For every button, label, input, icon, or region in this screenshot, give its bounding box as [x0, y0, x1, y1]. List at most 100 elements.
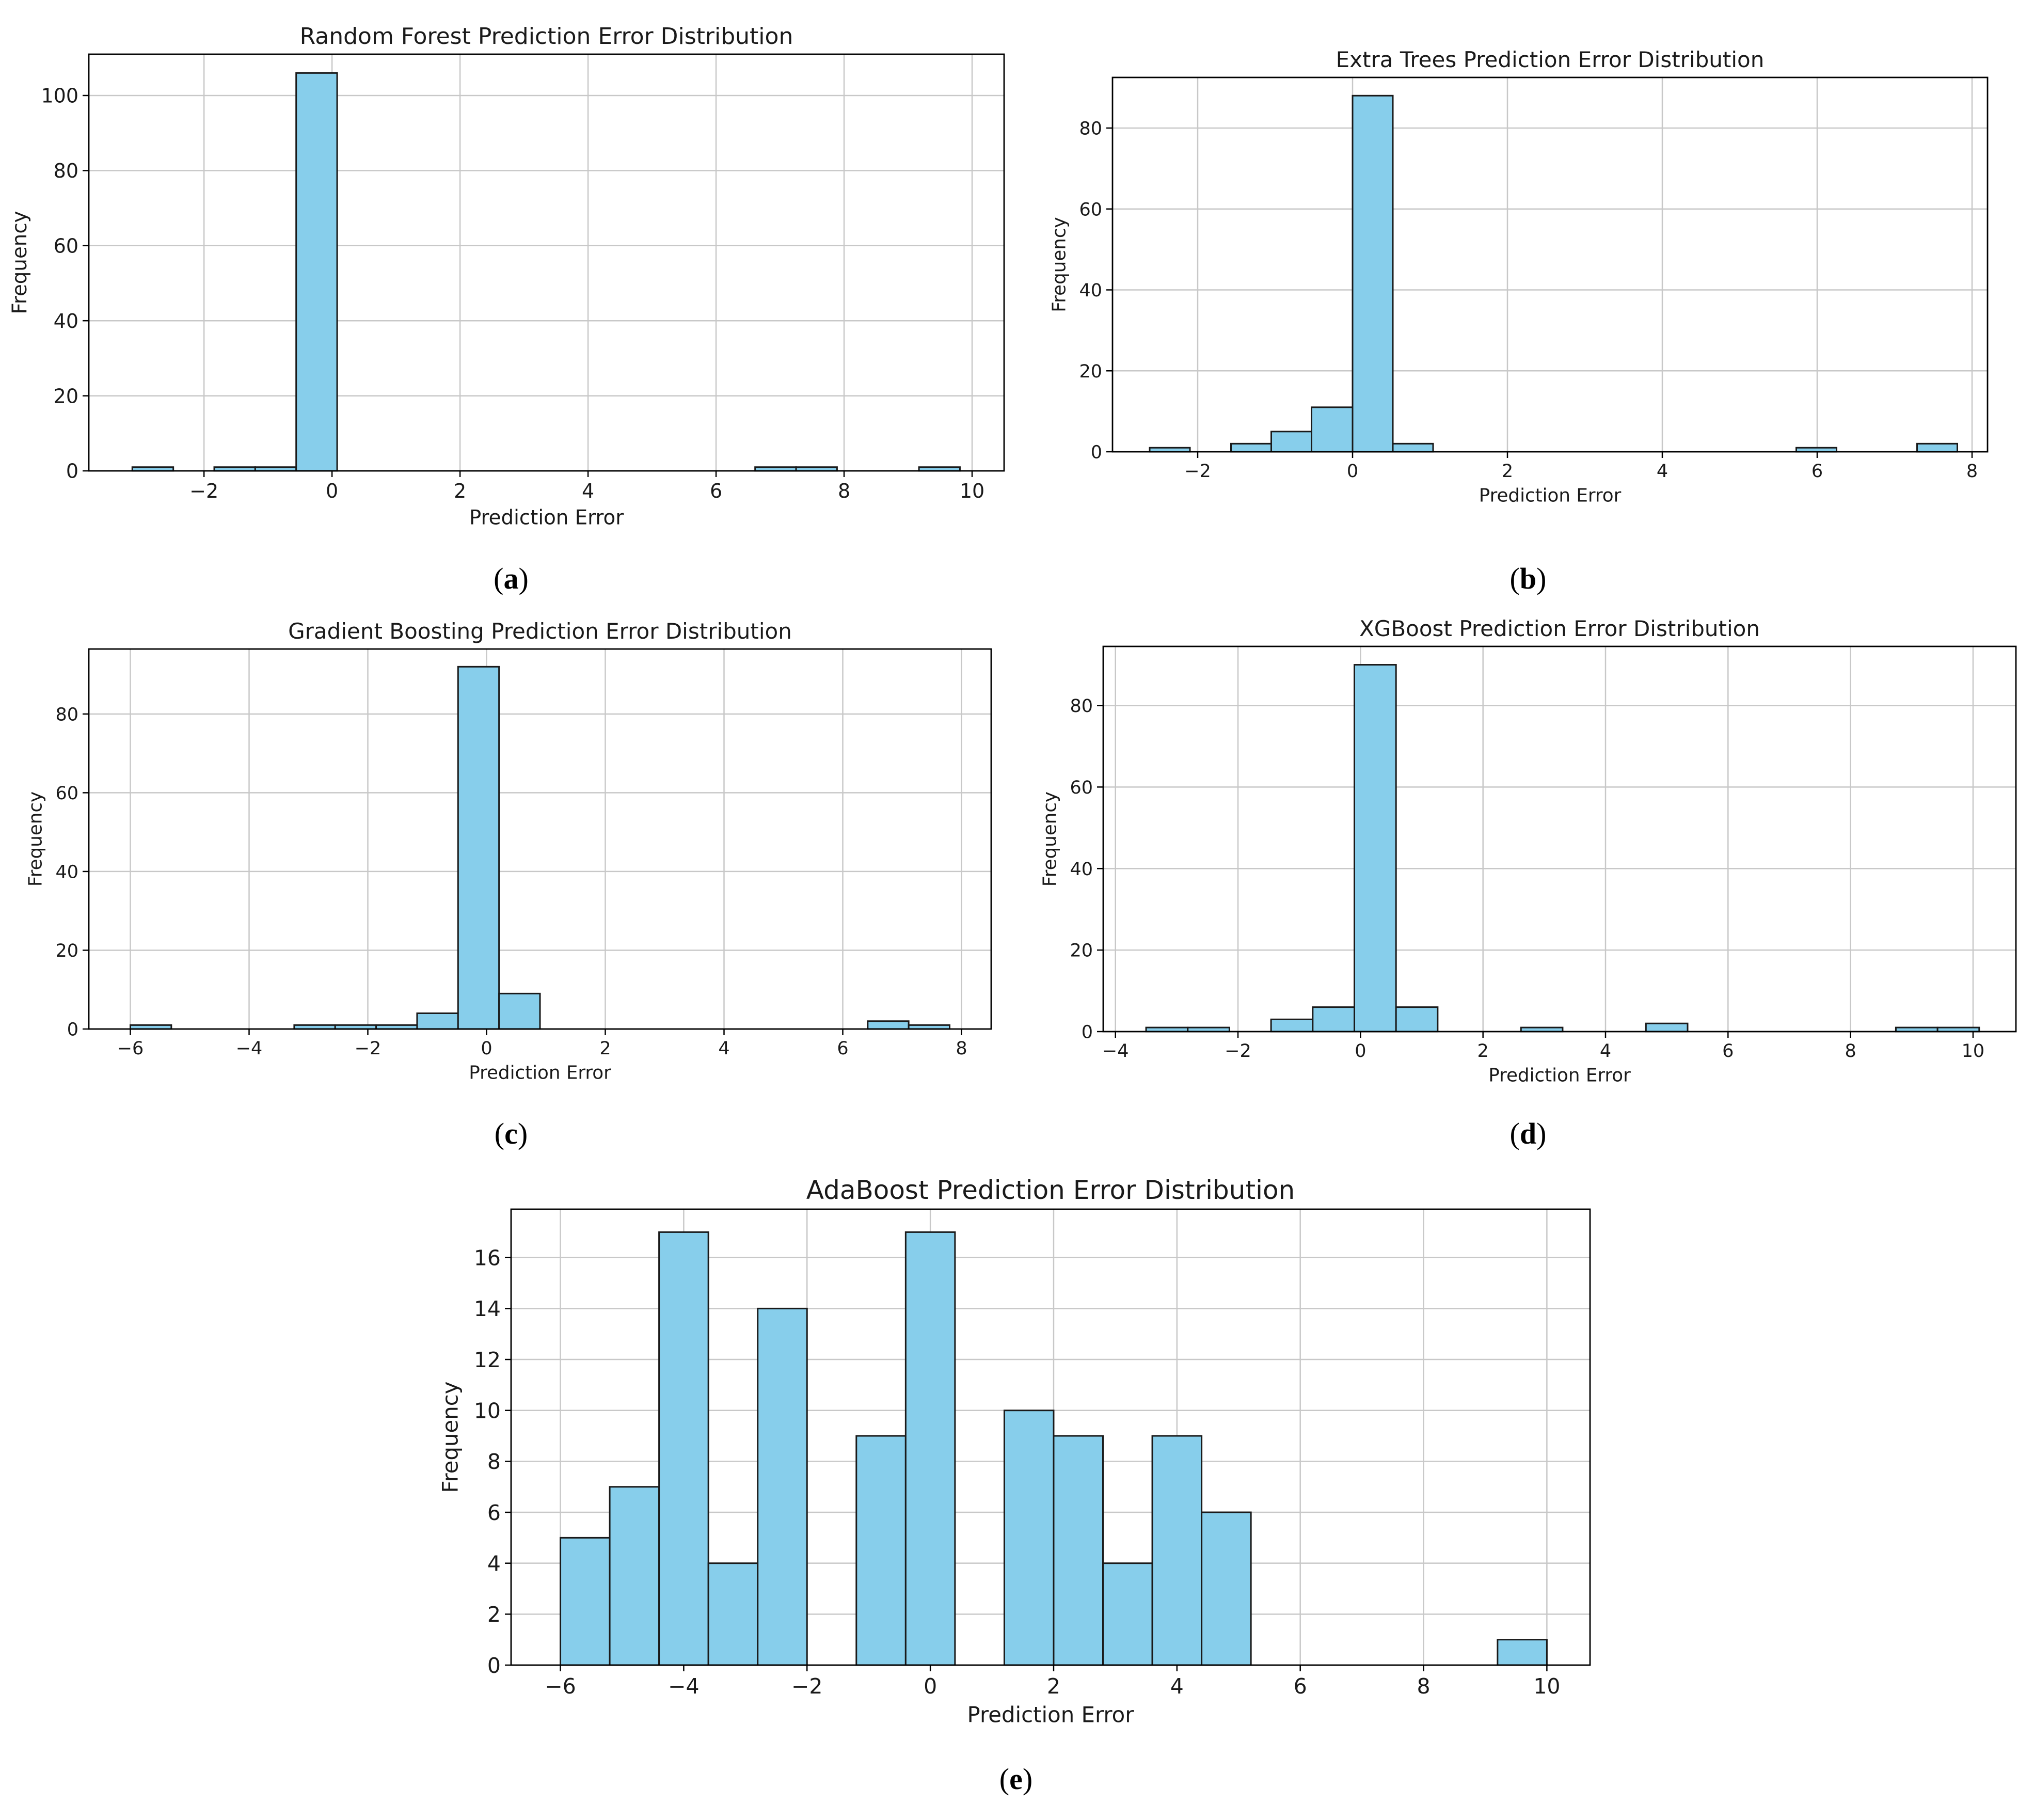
y-tick-label: 60 — [1079, 199, 1102, 220]
panel-label-open: ( — [999, 1762, 1009, 1796]
y-tick-label: 60 — [54, 234, 78, 257]
panel-label-open: ( — [1510, 1117, 1520, 1150]
x-tick-label: −2 — [355, 1038, 382, 1059]
y-tick-label: 20 — [54, 385, 78, 407]
histogram-bar — [560, 1537, 611, 1666]
panel-label-e: (e) — [999, 1762, 1032, 1796]
panel-label-letter: d — [1520, 1117, 1536, 1150]
histogram-bar — [1311, 406, 1354, 453]
y-tick-label: 80 — [55, 704, 78, 725]
x-tick-label: 0 — [924, 1674, 937, 1699]
x-tick-label: 8 — [956, 1038, 967, 1059]
y-tick-label: 0 — [1082, 1022, 1093, 1043]
panel-label-close: ) — [1536, 562, 1546, 595]
histogram-bar — [658, 1231, 709, 1666]
x-tick-label: −2 — [1184, 461, 1211, 482]
y-tick-label: 40 — [1070, 859, 1093, 880]
histogram-bar — [416, 1012, 459, 1030]
histogram-bar — [904, 1231, 956, 1666]
y-tick-label: 14 — [474, 1296, 501, 1321]
histogram-bar — [757, 1307, 808, 1666]
histogram-bar — [1352, 94, 1394, 453]
chart-d: −4 −2 0 2 4 6 8 10 0 20 40 60 80 XGBoost Prediction E… — [1040, 616, 2017, 1086]
histogram-bar — [1353, 664, 1397, 1033]
y-axis-label: Frequency — [8, 211, 31, 314]
axes-frame — [88, 648, 992, 1030]
y-tick-label: 10 — [474, 1398, 501, 1423]
panel-label-c: (c) — [495, 1117, 528, 1150]
y-tick-label: 2 — [487, 1602, 501, 1627]
histogram-bar — [1151, 1435, 1203, 1666]
x-axis-label: Prediction Error — [469, 506, 624, 529]
x-tick-label: 0 — [481, 1038, 492, 1059]
histogram-bar — [1497, 1639, 1548, 1666]
x-tick-label: 0 — [326, 480, 338, 502]
panel-label-letter: a — [504, 562, 519, 595]
y-tick-label: 0 — [66, 460, 78, 483]
y-tick-label: 60 — [1070, 778, 1093, 798]
x-tick-label: 6 — [1294, 1674, 1307, 1699]
x-tick-label: 6 — [1722, 1041, 1734, 1062]
chart-title: Extra Trees Prediction Error Distributio… — [1336, 47, 1765, 72]
x-tick-label: 8 — [838, 480, 850, 502]
panel-label-close: ) — [1536, 1117, 1546, 1150]
histogram-bar — [1395, 1006, 1439, 1033]
x-tick-label: 10 — [1962, 1041, 1985, 1062]
histogram-bar — [707, 1562, 759, 1666]
histogram-bar — [1230, 442, 1272, 453]
histogram-bar — [1392, 442, 1434, 453]
histogram-bar — [1645, 1022, 1689, 1033]
panel-label-a: (a) — [494, 562, 529, 595]
y-axis-label: Frequency — [25, 792, 46, 887]
y-tick-label: 20 — [1079, 361, 1102, 382]
panel-label-close: ) — [519, 562, 529, 595]
chart-e: −6 −4 −2 0 2 4 6 8 10 0 2 4 6 8 10 12 14 16 AdaBoost Predi… — [437, 1175, 1591, 1727]
y-axis-label: Frequency — [1049, 217, 1070, 312]
panel-label-open: ( — [495, 1117, 504, 1150]
x-tick-label: 2 — [1047, 1674, 1060, 1699]
x-tick-label: −4 — [668, 1674, 699, 1699]
x-tick-label: 0 — [1347, 461, 1358, 482]
x-tick-label: −4 — [236, 1038, 263, 1059]
histogram-bar — [498, 992, 541, 1030]
y-tick-label: 6 — [487, 1500, 501, 1525]
x-tick-label: 4 — [1170, 1674, 1184, 1699]
y-tick-label: 40 — [54, 310, 78, 333]
x-tick-label: −2 — [791, 1674, 822, 1699]
panel-label-letter: e — [1009, 1762, 1023, 1796]
y-tick-label: 80 — [1079, 119, 1102, 139]
histogram-bar — [1053, 1435, 1104, 1666]
axes-frame — [1111, 76, 1989, 453]
axes-frame — [1102, 645, 2017, 1033]
panel-label-letter: b — [1520, 562, 1536, 595]
y-tick-label: 20 — [1070, 941, 1093, 961]
y-tick-label: 0 — [1091, 442, 1102, 463]
y-tick-label: 60 — [55, 783, 78, 804]
y-tick-label: 16 — [474, 1245, 501, 1270]
y-tick-label: 80 — [1070, 696, 1093, 717]
chart-title: XGBoost Prediction Error Distribution — [1359, 616, 1760, 641]
histogram-bar — [1003, 1410, 1055, 1666]
histogram-bar — [457, 666, 500, 1030]
panel-label-b: (b) — [1510, 562, 1547, 595]
x-tick-label: 10 — [960, 480, 984, 502]
y-tick-label: 40 — [55, 862, 78, 883]
panel-label-open: ( — [1510, 562, 1520, 595]
x-tick-label: 10 — [1533, 1674, 1560, 1699]
x-axis-label: Prediction Error — [1488, 1065, 1631, 1086]
x-tick-label: −6 — [117, 1038, 144, 1059]
histogram-bar — [855, 1435, 907, 1666]
histogram-bar — [1916, 442, 1958, 453]
panel-label-letter: c — [504, 1117, 518, 1150]
x-tick-label: 6 — [837, 1038, 848, 1059]
y-tick-label: 0 — [487, 1653, 501, 1678]
y-axis-label: Frequency — [1040, 792, 1061, 887]
y-tick-label: 0 — [67, 1020, 78, 1040]
x-tick-label: 4 — [1657, 461, 1668, 482]
x-tick-label: 2 — [1477, 1041, 1489, 1062]
panel-label-close: ) — [518, 1117, 528, 1150]
histogram-bar — [1102, 1562, 1153, 1666]
